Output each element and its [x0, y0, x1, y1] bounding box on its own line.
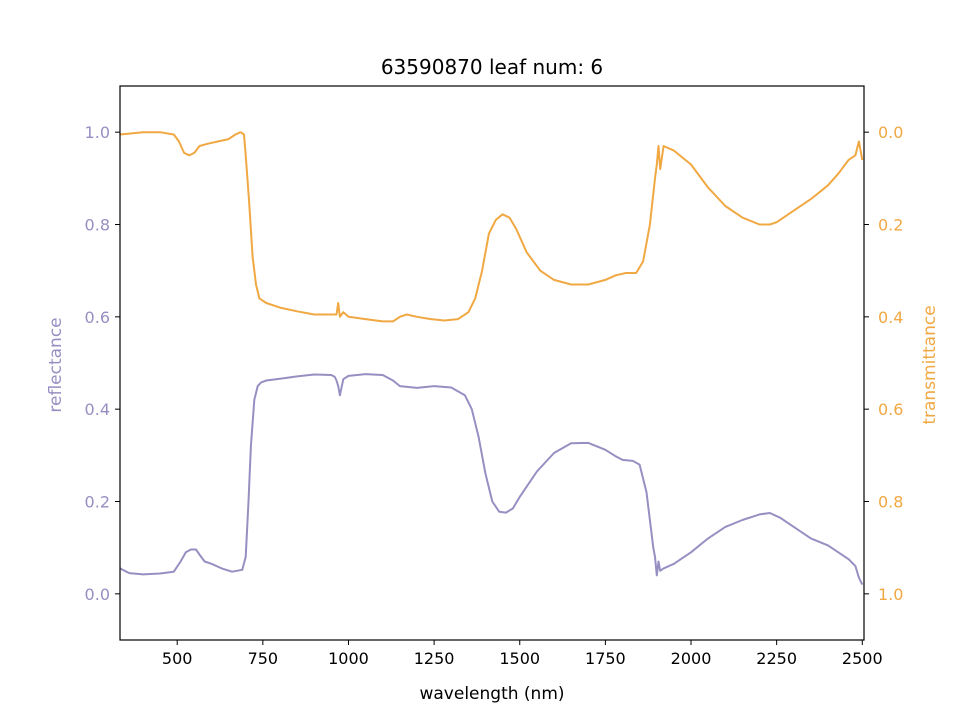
chart-title: 63590870 leaf num: 6	[381, 55, 603, 79]
y-left-tick-label: 0.0	[85, 585, 110, 604]
y-right-tick-label: 0.2	[878, 216, 903, 235]
y-right-tick-label: 1.0	[878, 585, 903, 604]
x-tick-label: 2000	[671, 649, 712, 668]
y-right-tick-label: 0.6	[878, 400, 903, 419]
y-left-tick-label: 0.4	[85, 400, 110, 419]
y-right-tick-label: 0.0	[878, 123, 903, 142]
x-tick-label: 500	[162, 649, 193, 668]
x-tick-label: 2500	[842, 649, 883, 668]
x-tick-label: 2250	[756, 649, 797, 668]
plot-frame	[119, 85, 865, 641]
x-axis-label: wavelength (nm)	[419, 684, 564, 704]
y-left-tick-label: 0.6	[85, 308, 110, 327]
series-line-reflectance	[119, 373, 864, 586]
series-layer	[119, 131, 864, 586]
x-tick-label: 1000	[328, 649, 369, 668]
y-axis-left-label: reflectance	[46, 317, 66, 412]
series-line-transmittance	[119, 131, 864, 323]
x-tick-label: 1500	[499, 649, 540, 668]
y-right-tick-label: 0.4	[878, 308, 903, 327]
y-left-tick-label: 0.2	[85, 493, 110, 512]
y-axis-right-label: transmittance	[920, 305, 940, 424]
y-left-tick-label: 0.8	[85, 216, 110, 235]
x-tick-label: 1250	[414, 649, 455, 668]
x-axis: 500 750 1000 1250 1500 1750 2000 2250 2500	[162, 640, 883, 668]
y-right-tick-label: 0.8	[878, 493, 903, 512]
x-tick-label: 750	[248, 649, 279, 668]
x-tick-label: 1750	[585, 649, 626, 668]
y-left-tick-label: 1.0	[85, 123, 110, 142]
y-axis-left: 0.0 0.2 0.4 0.6 0.8 1.0	[85, 123, 120, 604]
y-axis-right: 0.0 0.2 0.4 0.6 0.8 1.0	[864, 123, 903, 604]
